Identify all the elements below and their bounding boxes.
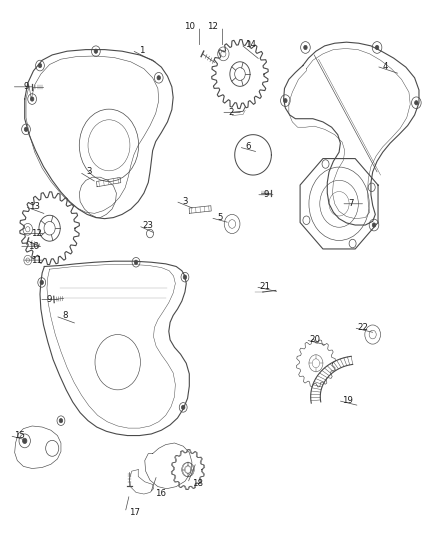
Text: 12: 12: [31, 229, 42, 238]
Text: 9: 9: [23, 82, 29, 91]
Circle shape: [157, 76, 160, 80]
Text: 4: 4: [383, 62, 389, 70]
Circle shape: [304, 45, 307, 50]
Circle shape: [24, 127, 28, 132]
Circle shape: [134, 260, 138, 264]
Text: 3: 3: [86, 167, 92, 176]
Circle shape: [415, 101, 418, 105]
Text: 12: 12: [207, 22, 219, 31]
Text: 23: 23: [142, 221, 153, 230]
Text: 18: 18: [192, 479, 203, 488]
Text: 9: 9: [46, 295, 51, 304]
Text: 16: 16: [155, 489, 166, 498]
Circle shape: [181, 405, 185, 409]
Circle shape: [30, 97, 34, 101]
Text: 8: 8: [62, 311, 67, 320]
Circle shape: [94, 49, 98, 53]
Text: 20: 20: [310, 335, 321, 344]
Circle shape: [22, 438, 27, 443]
Circle shape: [372, 223, 376, 227]
Text: 10: 10: [28, 242, 39, 251]
Circle shape: [40, 280, 43, 285]
Text: 19: 19: [342, 396, 353, 405]
Text: 2: 2: [228, 108, 233, 117]
Text: 11: 11: [31, 256, 42, 264]
Circle shape: [183, 275, 187, 279]
Text: 6: 6: [246, 142, 251, 151]
Text: 17: 17: [129, 508, 140, 517]
Text: 13: 13: [29, 202, 40, 211]
Circle shape: [375, 45, 379, 50]
Circle shape: [284, 99, 287, 103]
Text: 22: 22: [357, 323, 369, 332]
Text: 15: 15: [14, 431, 25, 440]
Text: 1: 1: [138, 46, 144, 55]
Text: 14: 14: [245, 40, 256, 49]
Circle shape: [59, 418, 63, 423]
Text: 3: 3: [182, 197, 188, 206]
Text: 21: 21: [259, 282, 270, 291]
Circle shape: [38, 63, 42, 68]
Text: 10: 10: [184, 22, 195, 31]
Text: 5: 5: [217, 213, 223, 222]
Text: 7: 7: [348, 199, 353, 208]
Text: 9: 9: [263, 190, 268, 199]
